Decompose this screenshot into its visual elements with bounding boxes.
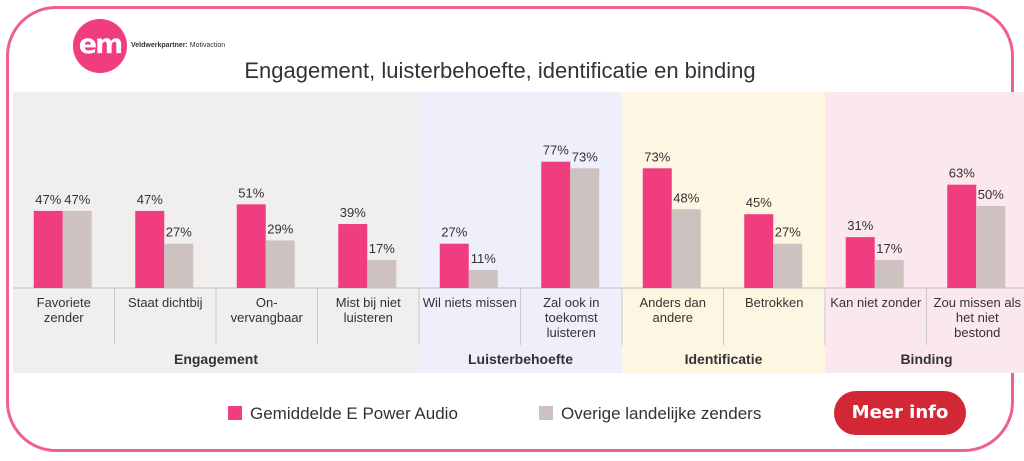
chart-title: Engagement, luisterbehoefte, identificat…: [244, 58, 756, 83]
bar-series-1: [135, 210, 165, 288]
data-label: 39%: [340, 205, 366, 220]
bar-series-2: [671, 209, 701, 288]
category-label: zender: [44, 310, 84, 325]
partner-label: Veldwerkpartner:: [131, 42, 188, 49]
data-label: 63%: [949, 166, 975, 181]
bar-series-1: [439, 243, 469, 288]
bar-series-2: [164, 243, 194, 288]
bar-series-2: [570, 168, 600, 288]
bar-series-2: [62, 210, 92, 288]
category-label: Wil niets missen: [423, 295, 517, 310]
data-label: 17%: [876, 241, 902, 256]
bar-series-1: [744, 214, 774, 288]
legend-item-series-2: Overige landelijke zenders: [539, 404, 761, 424]
data-label: 48%: [673, 190, 699, 205]
category-label: vervangbaar: [231, 310, 304, 325]
data-label: 47%: [64, 192, 90, 207]
category-label: Betrokken: [745, 295, 804, 310]
meer-info-button[interactable]: Meer info: [834, 391, 966, 435]
category-label: Zal ook in: [543, 295, 599, 310]
bar-series-2: [367, 260, 397, 288]
data-label: 45%: [746, 195, 772, 210]
bar-series-1: [642, 168, 672, 288]
em-logo: em: [73, 19, 127, 73]
bar-series-2: [265, 240, 295, 288]
category-label: Favoriete: [37, 295, 91, 310]
category-label: bestond: [954, 325, 1000, 340]
group-label: Engagement: [174, 351, 258, 367]
category-label: toekomst: [545, 310, 598, 325]
data-label: 50%: [978, 187, 1004, 202]
data-label: 29%: [267, 221, 293, 236]
bar-series-1: [845, 237, 875, 288]
bar-series-1: [33, 210, 63, 288]
category-label: Kan niet zonder: [830, 295, 922, 310]
legend-label-series-1: Gemiddelde E Power Audio: [250, 404, 458, 423]
group-label: Binding: [900, 351, 952, 367]
bar-series-2: [773, 243, 803, 288]
bar-series-2: [468, 269, 498, 288]
data-label: 27%: [441, 225, 467, 240]
category-label: andere: [653, 310, 693, 325]
category-label: luisteren: [344, 310, 393, 325]
fieldwork-partner: Veldwerkpartner: Motivaction: [131, 42, 225, 49]
category-label: Anders dan: [640, 295, 707, 310]
partner-name: Motivaction: [189, 42, 226, 49]
category-label: Staat dichtbij: [128, 295, 203, 310]
bar-series-1: [947, 184, 977, 288]
category-label: Mist bij niet: [336, 295, 401, 310]
legend-label-series-2: Overige landelijke zenders: [561, 404, 762, 423]
legend-item-series-1: Gemiddelde E Power Audio: [228, 404, 458, 424]
category-label: het niet: [956, 310, 999, 325]
bar-series-2: [976, 206, 1006, 288]
data-label: 11%: [471, 251, 496, 266]
group-label: Luisterbehoefte: [468, 351, 573, 367]
data-label: 27%: [166, 225, 192, 240]
legend-swatch-series-1: [228, 406, 242, 420]
bar-series-2: [874, 260, 904, 288]
data-label: 77%: [543, 143, 569, 158]
bar-series-1: [236, 204, 266, 288]
data-label: 47%: [35, 192, 61, 207]
data-label: 47%: [137, 192, 163, 207]
category-label: Zou missen als: [934, 295, 1022, 310]
category-label: On-: [256, 295, 278, 310]
data-label: 31%: [847, 218, 873, 233]
bar-series-1: [541, 161, 571, 288]
data-label: 51%: [238, 185, 264, 200]
bar-series-1: [338, 224, 368, 288]
data-label: 73%: [644, 149, 670, 164]
data-label: 27%: [775, 225, 801, 240]
legend-swatch-series-2: [539, 406, 553, 420]
data-label: 17%: [369, 241, 395, 256]
data-label: 73%: [572, 149, 598, 164]
category-label: luisteren: [547, 325, 596, 340]
group-label: Identificatie: [685, 351, 763, 367]
